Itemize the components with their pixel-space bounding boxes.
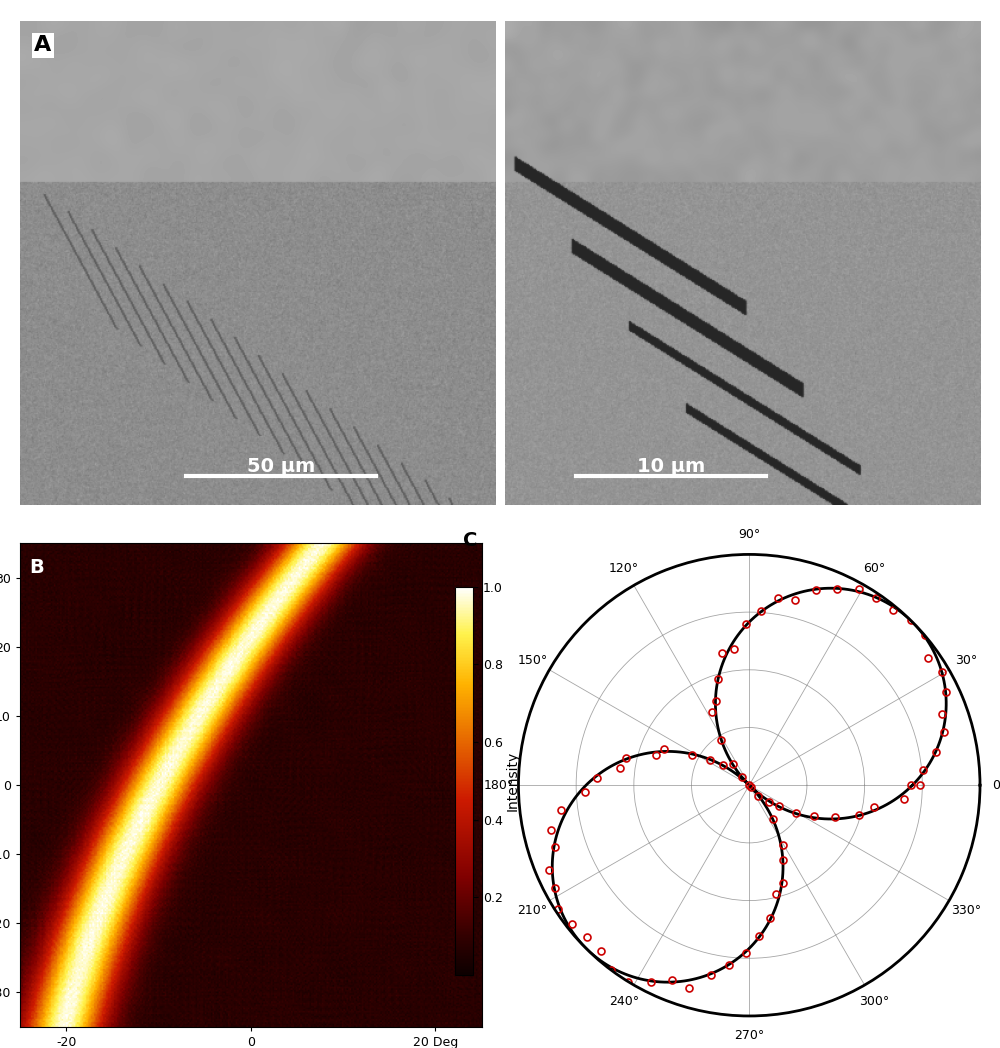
- Text: C: C: [463, 531, 477, 550]
- Text: 50 μm: 50 μm: [247, 457, 316, 476]
- Text: B: B: [29, 558, 44, 576]
- Text: A: A: [34, 36, 52, 56]
- Y-axis label: Intensity: Intensity: [506, 750, 520, 811]
- Text: 10 μm: 10 μm: [637, 457, 705, 476]
